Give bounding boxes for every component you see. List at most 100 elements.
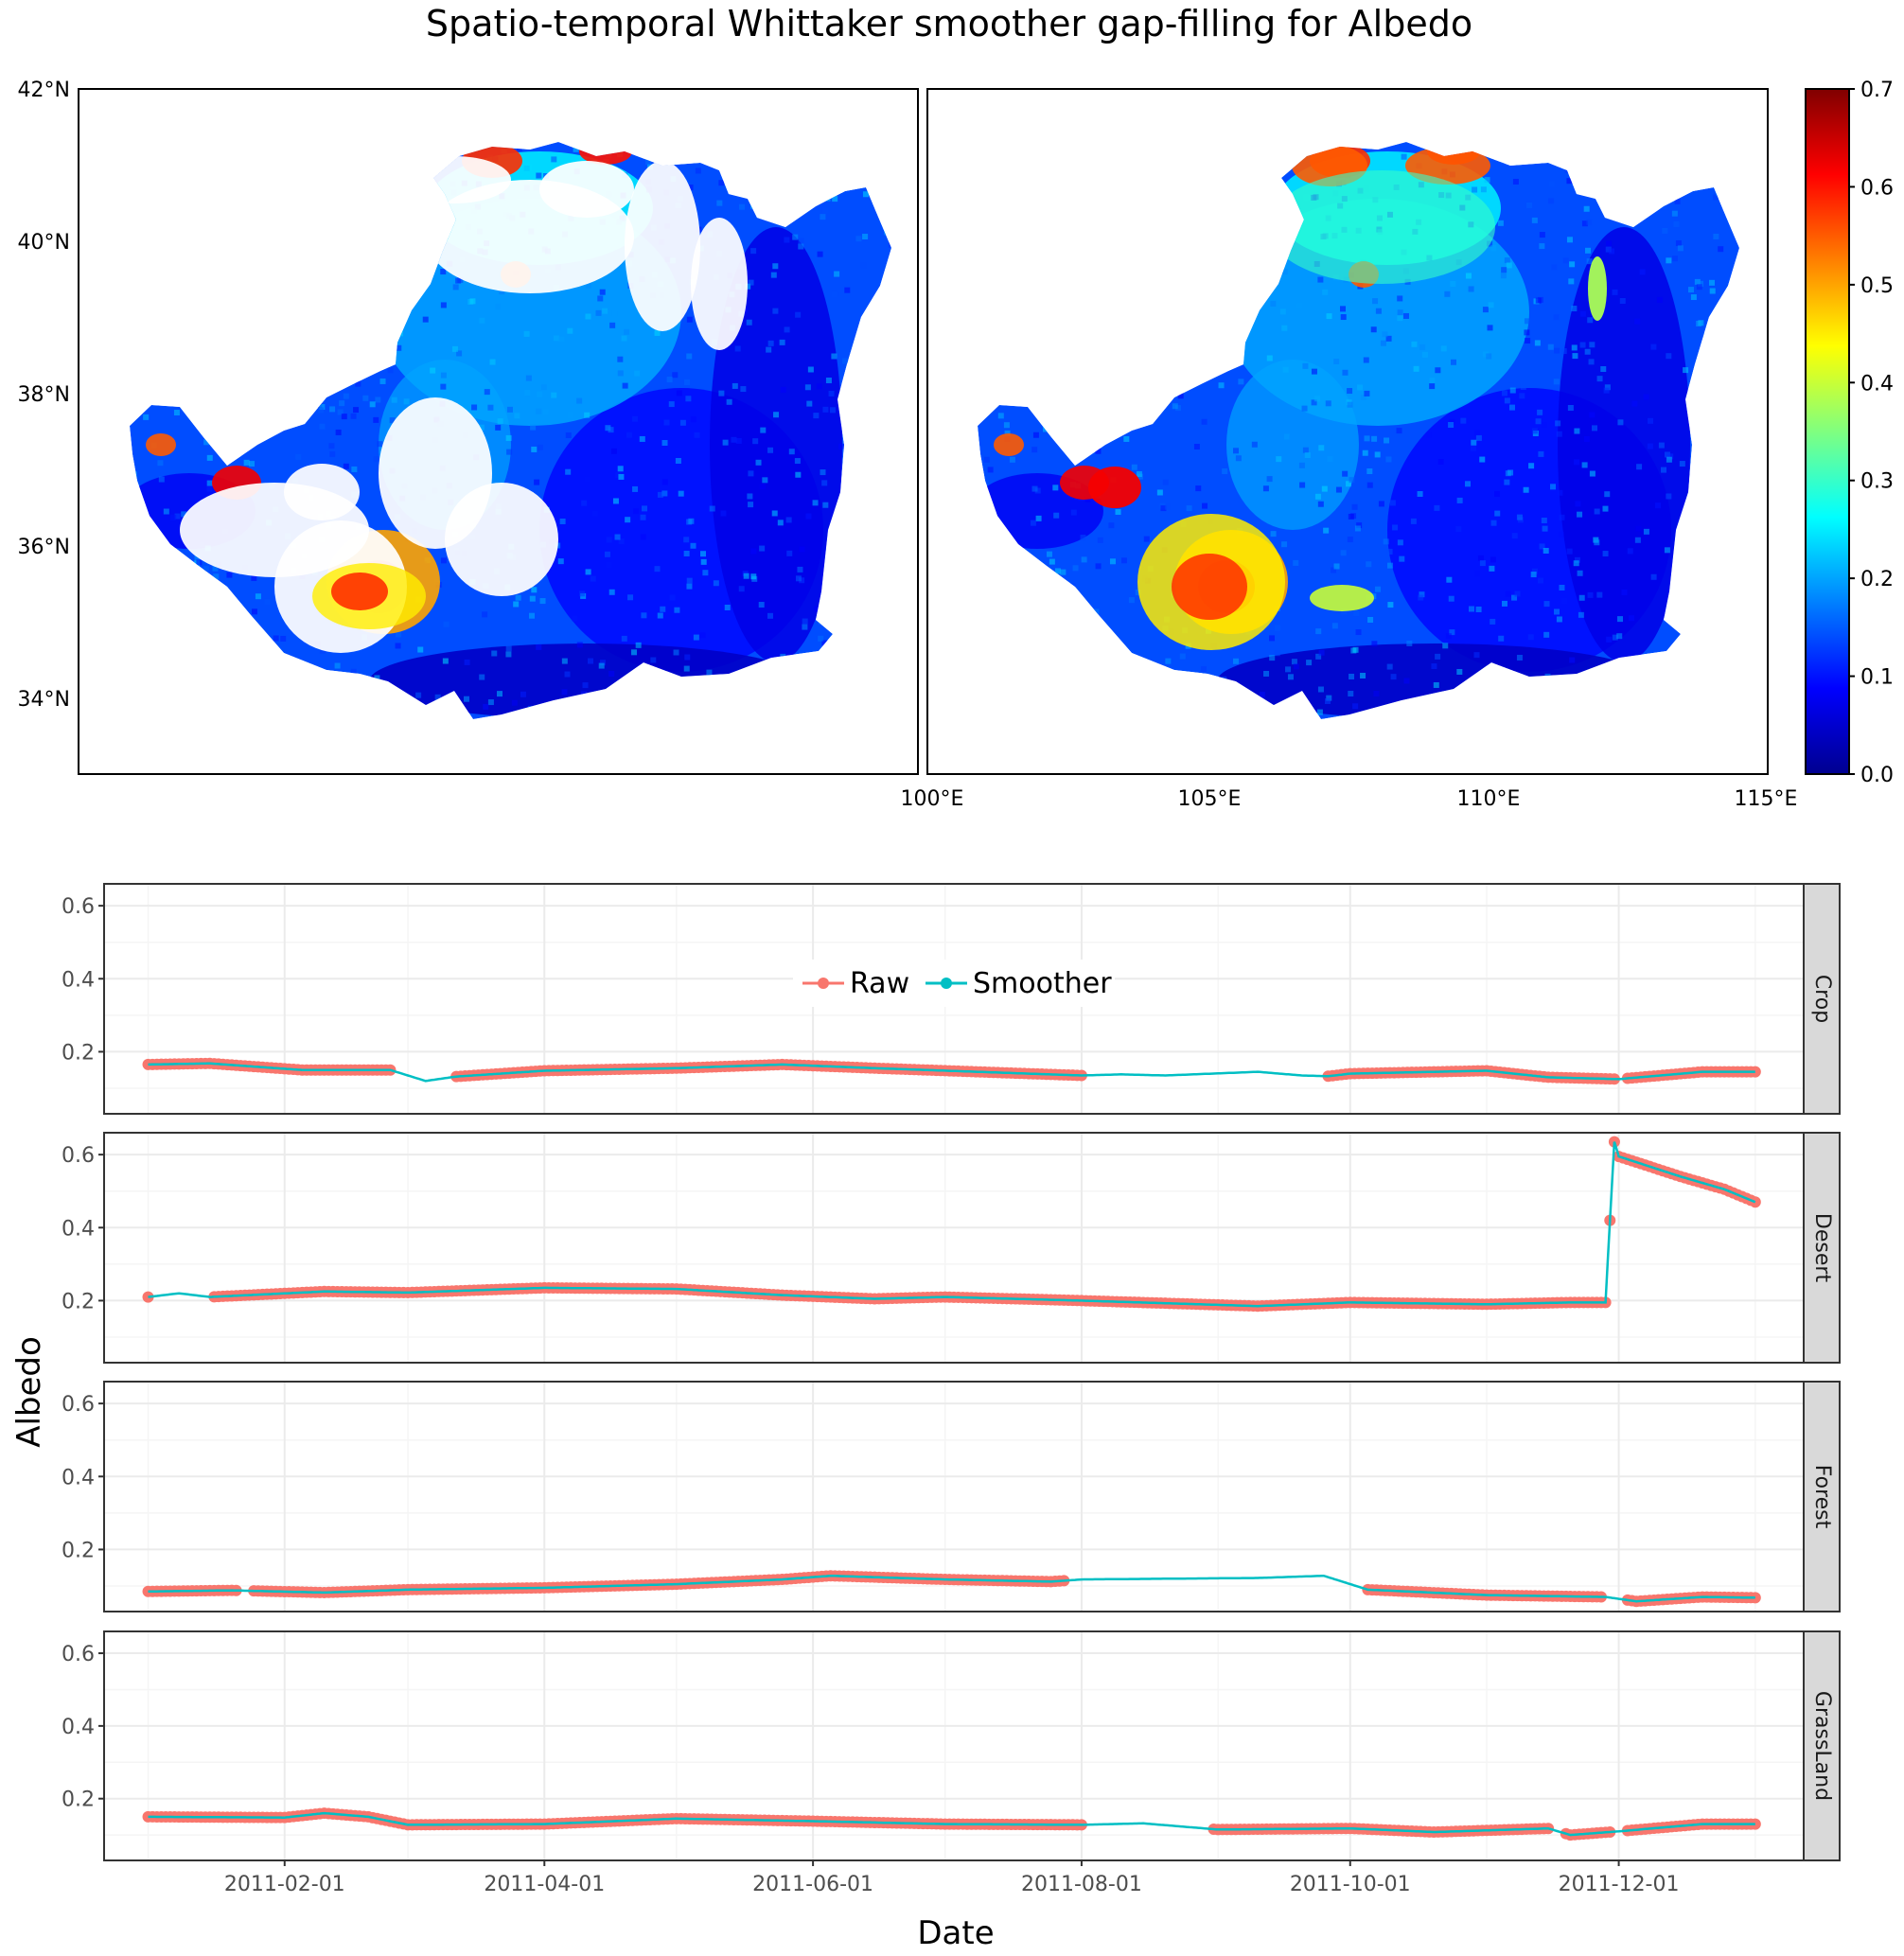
albedo-pixel	[440, 557, 447, 564]
albedo-pixel	[967, 353, 973, 359]
high-albedo-region	[1088, 467, 1141, 508]
low-albedo-region	[369, 643, 804, 719]
albedo-pixel	[726, 398, 732, 405]
y-tick-label: 0.4	[62, 1716, 95, 1739]
albedo-pixel	[1378, 501, 1384, 507]
albedo-pixel	[190, 219, 197, 225]
albedo-pixel	[817, 142, 823, 149]
albedo-pixel	[1279, 308, 1286, 315]
albedo-pixel	[130, 669, 132, 676]
albedo-pixel	[531, 587, 538, 593]
albedo-pixel	[1228, 277, 1235, 284]
albedo-pixel	[319, 423, 326, 430]
raw-point	[1749, 1066, 1761, 1078]
albedo-pixel	[1584, 348, 1591, 355]
albedo-pixel	[979, 331, 986, 338]
albedo-pixel	[1527, 634, 1534, 641]
albedo-pixel	[1701, 625, 1708, 631]
albedo-pixel	[229, 273, 236, 280]
albedo-pixel	[1706, 401, 1713, 408]
albedo-pixel	[1486, 353, 1492, 360]
albedo-pixel	[1684, 161, 1691, 167]
albedo-pixel	[263, 271, 270, 277]
albedo-pixel	[558, 336, 565, 343]
albedo-pixel	[1199, 344, 1206, 350]
albedo-pixel	[1664, 547, 1670, 554]
albedo-pixel	[1339, 306, 1346, 312]
albedo-pixel	[734, 345, 741, 352]
albedo-pixel	[217, 190, 223, 197]
albedo-pixel	[672, 372, 679, 379]
albedo-pixel	[1531, 428, 1538, 434]
lat-tick-label: 38°N	[18, 383, 70, 407]
albedo-pixel	[1619, 297, 1626, 304]
legend-key-smoother	[941, 978, 952, 989]
albedo-pixel	[766, 144, 772, 150]
albedo-pixel	[869, 616, 875, 623]
albedo-pixel	[1480, 695, 1487, 701]
albedo-pixel	[461, 716, 467, 719]
albedo-pixel	[1681, 171, 1687, 178]
albedo-pixel	[1363, 357, 1369, 363]
albedo-pixel	[201, 336, 207, 343]
missing-data-gap	[539, 161, 634, 218]
albedo-pixel	[1731, 691, 1737, 697]
albedo-pixel	[374, 675, 380, 681]
albedo-pixel	[1193, 444, 1200, 450]
albedo-pixel	[584, 476, 591, 483]
albedo-pixel	[1553, 314, 1560, 321]
albedo-pixel	[686, 316, 693, 323]
albedo-pixel	[824, 195, 831, 202]
albedo-pixel	[1564, 167, 1571, 173]
albedo-pixel	[873, 336, 880, 343]
albedo-pixel	[828, 390, 835, 396]
albedo-pixel	[1083, 311, 1089, 318]
albedo-pixel	[1240, 186, 1246, 193]
albedo-pixel	[990, 162, 996, 168]
albedo-pixel	[440, 269, 447, 275]
albedo-pixel	[1384, 437, 1390, 444]
albedo-pixel	[506, 406, 513, 413]
albedo-pixel	[1067, 398, 1074, 405]
albedo-pixel	[1065, 665, 1071, 672]
albedo-pixel	[251, 574, 257, 581]
albedo-pixel	[1354, 525, 1361, 532]
albedo-pixel	[849, 179, 855, 185]
albedo-pixel	[1390, 674, 1397, 680]
mid-albedo-region	[1226, 360, 1359, 530]
albedo-pixel	[1498, 635, 1505, 642]
albedo-pixel	[276, 409, 283, 415]
albedo-pixel	[375, 256, 381, 263]
albedo-pixel	[258, 174, 265, 181]
albedo-pixel	[1695, 438, 1701, 445]
albedo-pixel	[1375, 308, 1382, 314]
facet-strip	[1803, 1132, 1841, 1364]
albedo-pixel	[511, 699, 518, 706]
albedo-pixel	[190, 722, 196, 728]
albedo-pixel	[1081, 556, 1087, 563]
albedo-pixel	[174, 673, 181, 679]
albedo-pixel	[1049, 334, 1055, 341]
albedo-pixel	[1724, 297, 1731, 304]
albedo-pixel	[211, 268, 218, 274]
albedo-pixel	[1556, 616, 1562, 623]
albedo-pixel	[632, 485, 639, 492]
albedo-pixel	[295, 453, 302, 460]
albedo-pixel	[1331, 567, 1337, 573]
albedo-pixel	[1010, 644, 1016, 651]
albedo-pixel	[1090, 396, 1097, 403]
albedo-pixel	[116, 182, 122, 187]
albedo-pixel	[799, 546, 805, 553]
albedo-pixel	[1123, 435, 1130, 442]
albedo-pixel	[1382, 331, 1388, 338]
albedo-pixel	[1490, 245, 1497, 252]
albedo-pixel	[1046, 551, 1052, 557]
albedo-pixel	[1186, 505, 1192, 512]
albedo-pixel	[1281, 269, 1288, 275]
albedo-pixel	[373, 456, 379, 463]
albedo-pixel	[777, 722, 783, 728]
albedo-pixel	[1173, 700, 1180, 707]
albedo-pixel	[773, 412, 780, 418]
albedo-pixel	[335, 429, 342, 435]
albedo-pixel	[1680, 525, 1686, 532]
